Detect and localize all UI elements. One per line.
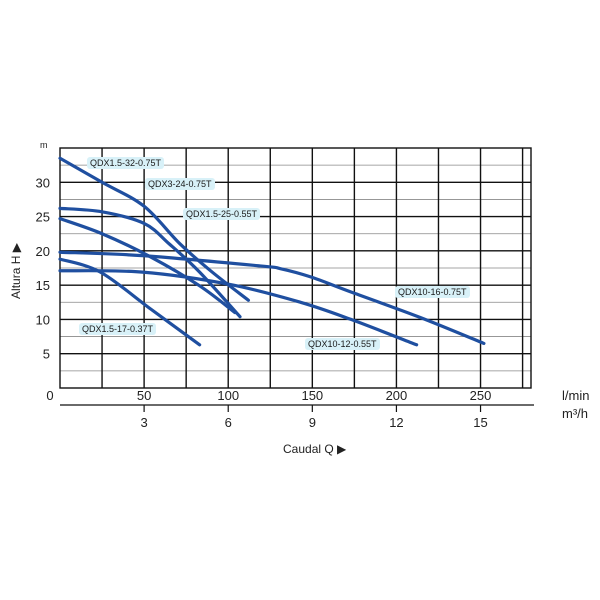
x-tick-label: 0 — [46, 388, 53, 403]
x2-tick-label: 9 — [309, 415, 316, 430]
y-tick-label: 5 — [43, 347, 50, 362]
series-line-0 — [58, 156, 250, 302]
x2-tick-label: 6 — [225, 415, 232, 430]
x-axis-title: Caudal Q ▶ — [283, 442, 347, 456]
x2-tick-label: 15 — [473, 415, 487, 430]
plot-frame — [59, 147, 532, 389]
y-tick-label: 15 — [36, 278, 50, 293]
x-unit-primary: l/min — [562, 388, 590, 403]
y-axis-title: Altura H ▶ — [9, 243, 23, 299]
series-label-qdx1.5-17: QDX1.5-17-0.37T — [79, 323, 157, 335]
y-unit-label: m — [40, 140, 48, 150]
series-label-qdx3-24: QDX3-24-0.75T — [145, 178, 215, 190]
x-tick-label: 150 — [301, 388, 323, 403]
y-tick-label: 20 — [36, 244, 50, 259]
series-line-4 — [58, 250, 486, 346]
series-label-qdx1.5-25: QDX1.5-25-0.55T — [183, 208, 261, 220]
x-tick-label: 50 — [137, 388, 151, 403]
x-tick-label: 250 — [470, 388, 492, 403]
series-line-1 — [58, 206, 242, 319]
series-line-5 — [58, 269, 419, 347]
y-tick-label: 25 — [36, 210, 50, 225]
y-axis-title-text: Altura H ▶ — [8, 243, 23, 299]
series-line-3 — [58, 257, 202, 347]
x-unit-secondary: m³/h — [562, 406, 588, 421]
series-label-qdx10-12: QDX10-12-0.55T — [305, 338, 380, 350]
x2-tick-label: 3 — [140, 415, 147, 430]
x-tick-label: 100 — [217, 388, 239, 403]
y-tick-label: 30 — [36, 175, 50, 190]
series-label-qdx1.5-32: QDX1.5-32-0.75T — [87, 157, 165, 169]
x2-tick-label: 12 — [389, 415, 403, 430]
x-tick-label: 200 — [386, 388, 408, 403]
series-label-qdx10-16: QDX10-16-0.75T — [395, 286, 470, 298]
y-tick-label: 10 — [36, 312, 50, 327]
